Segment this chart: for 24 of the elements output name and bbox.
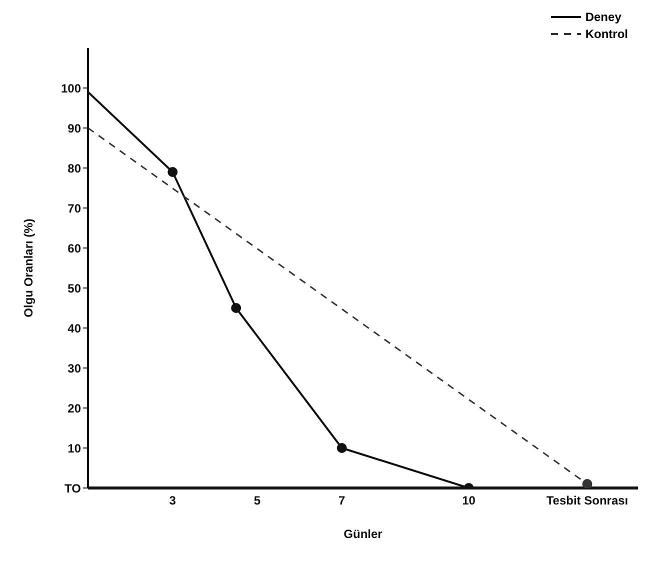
y-tick-label: 10 (68, 441, 82, 456)
y-tick-label: 90 (68, 121, 82, 136)
point (168, 167, 178, 177)
x-axis-title: Günler (344, 527, 383, 541)
x-tick-label: 5 (254, 494, 261, 508)
x-tick-label: Tesbit Sonrası (546, 494, 628, 508)
y-tick-label: 50 (68, 281, 82, 296)
point (336, 443, 347, 453)
legend-label: Kontrol (585, 27, 628, 41)
y-tick-label: 100 (60, 81, 82, 96)
x-tick-label: 3 (169, 494, 176, 508)
point (231, 303, 242, 313)
x-tick-label: 10 (462, 494, 476, 508)
y-tick-label: TO (64, 481, 81, 496)
x-tick-label: 7 (338, 494, 346, 508)
y-axis-title: Olgu Oranları (%) (21, 218, 36, 318)
y-tick-label: 20 (68, 401, 82, 416)
y-tick-label: 30 (68, 361, 82, 376)
y-tick-label: 70 (68, 201, 82, 216)
legend-label: Deney (585, 10, 622, 24)
y-tick-label: 40 (68, 321, 82, 336)
point (582, 479, 592, 488)
y-tick-label: 80 (68, 161, 82, 176)
y-tick-label: 60 (68, 241, 82, 256)
